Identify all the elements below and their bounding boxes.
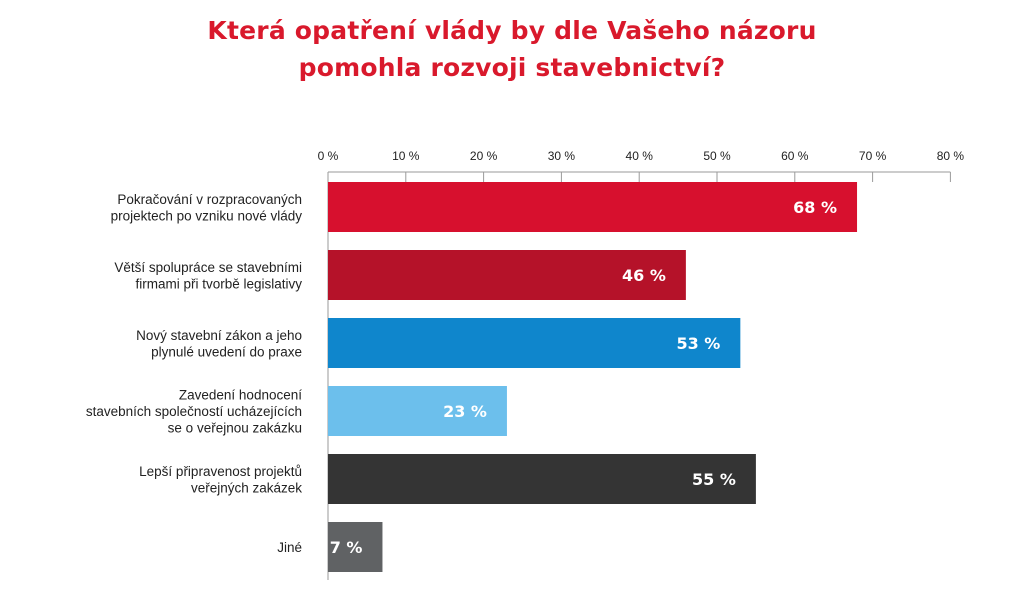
category-label-line: veřejných zakázek bbox=[191, 480, 302, 495]
x-tick-label: 10 % bbox=[392, 149, 420, 163]
bar-value-label: 46 % bbox=[622, 266, 666, 285]
x-tick-label: 60 % bbox=[781, 149, 809, 163]
x-tick-label: 50 % bbox=[703, 149, 731, 163]
x-tick-label: 20 % bbox=[470, 149, 498, 163]
category-label: Lepší připravenost projektů veřejných zak… bbox=[139, 464, 302, 496]
bar-value-label: 7 % bbox=[330, 538, 363, 557]
category-label-line: Nový stavební zákon a jeho bbox=[136, 328, 302, 343]
bar bbox=[328, 454, 756, 504]
chart-title: Která opatření vlády by dle Vašeho názor… bbox=[0, 12, 1024, 86]
category-label-line: plynulé uvedení do praxe bbox=[151, 344, 302, 359]
bar bbox=[328, 318, 741, 368]
bar-value-label: 55 % bbox=[692, 470, 736, 489]
category-label-line: Větší spolupráce se stavebními bbox=[114, 260, 302, 275]
bar bbox=[328, 386, 507, 436]
bar bbox=[328, 522, 383, 572]
bar-value-label: 68 % bbox=[793, 198, 837, 217]
category-label-line: Pokračování v rozpracovaných bbox=[117, 192, 302, 207]
category-label-line: se o veřejnou zakázku bbox=[168, 421, 302, 436]
x-tick-label: 0 % bbox=[318, 149, 339, 163]
chart-title-line-2: pomohla rozvoji stavebnictví? bbox=[298, 53, 726, 82]
category-label-line: Jiné bbox=[277, 540, 302, 555]
category-label: Nový stavební zákon a jeho plynulé uveden… bbox=[136, 328, 302, 360]
category-label-line: Zavedení hodnocení bbox=[179, 388, 302, 403]
category-label-line: projektech po vzniku nové vlády bbox=[111, 208, 303, 223]
bar-value-label: 23 % bbox=[443, 402, 487, 421]
bar bbox=[328, 182, 858, 232]
category-label: Jiné bbox=[277, 540, 302, 555]
bar bbox=[328, 250, 686, 300]
category-label-line: firmami při tvorbě legislativy bbox=[135, 276, 302, 291]
category-label: Větší spolupráce se stavebními firmami př… bbox=[114, 260, 302, 292]
category-label: Zavedení hodnocení stavebních společností… bbox=[86, 388, 302, 436]
x-tick-label: 70 % bbox=[859, 149, 887, 163]
x-tick-label: 30 % bbox=[548, 149, 576, 163]
bar-value-label: 53 % bbox=[676, 334, 720, 353]
category-label-line: stavebních společností ucházejících bbox=[86, 404, 302, 419]
x-tick-label: 80 % bbox=[937, 149, 965, 163]
category-label-line: Lepší připravenost projektů bbox=[139, 464, 302, 479]
category-label: Pokračování v rozpracovaných projektech p… bbox=[111, 192, 303, 224]
chart-title-line-1: Která opatření vlády by dle Vašeho názor… bbox=[207, 16, 817, 45]
x-tick-label: 40 % bbox=[626, 149, 654, 163]
